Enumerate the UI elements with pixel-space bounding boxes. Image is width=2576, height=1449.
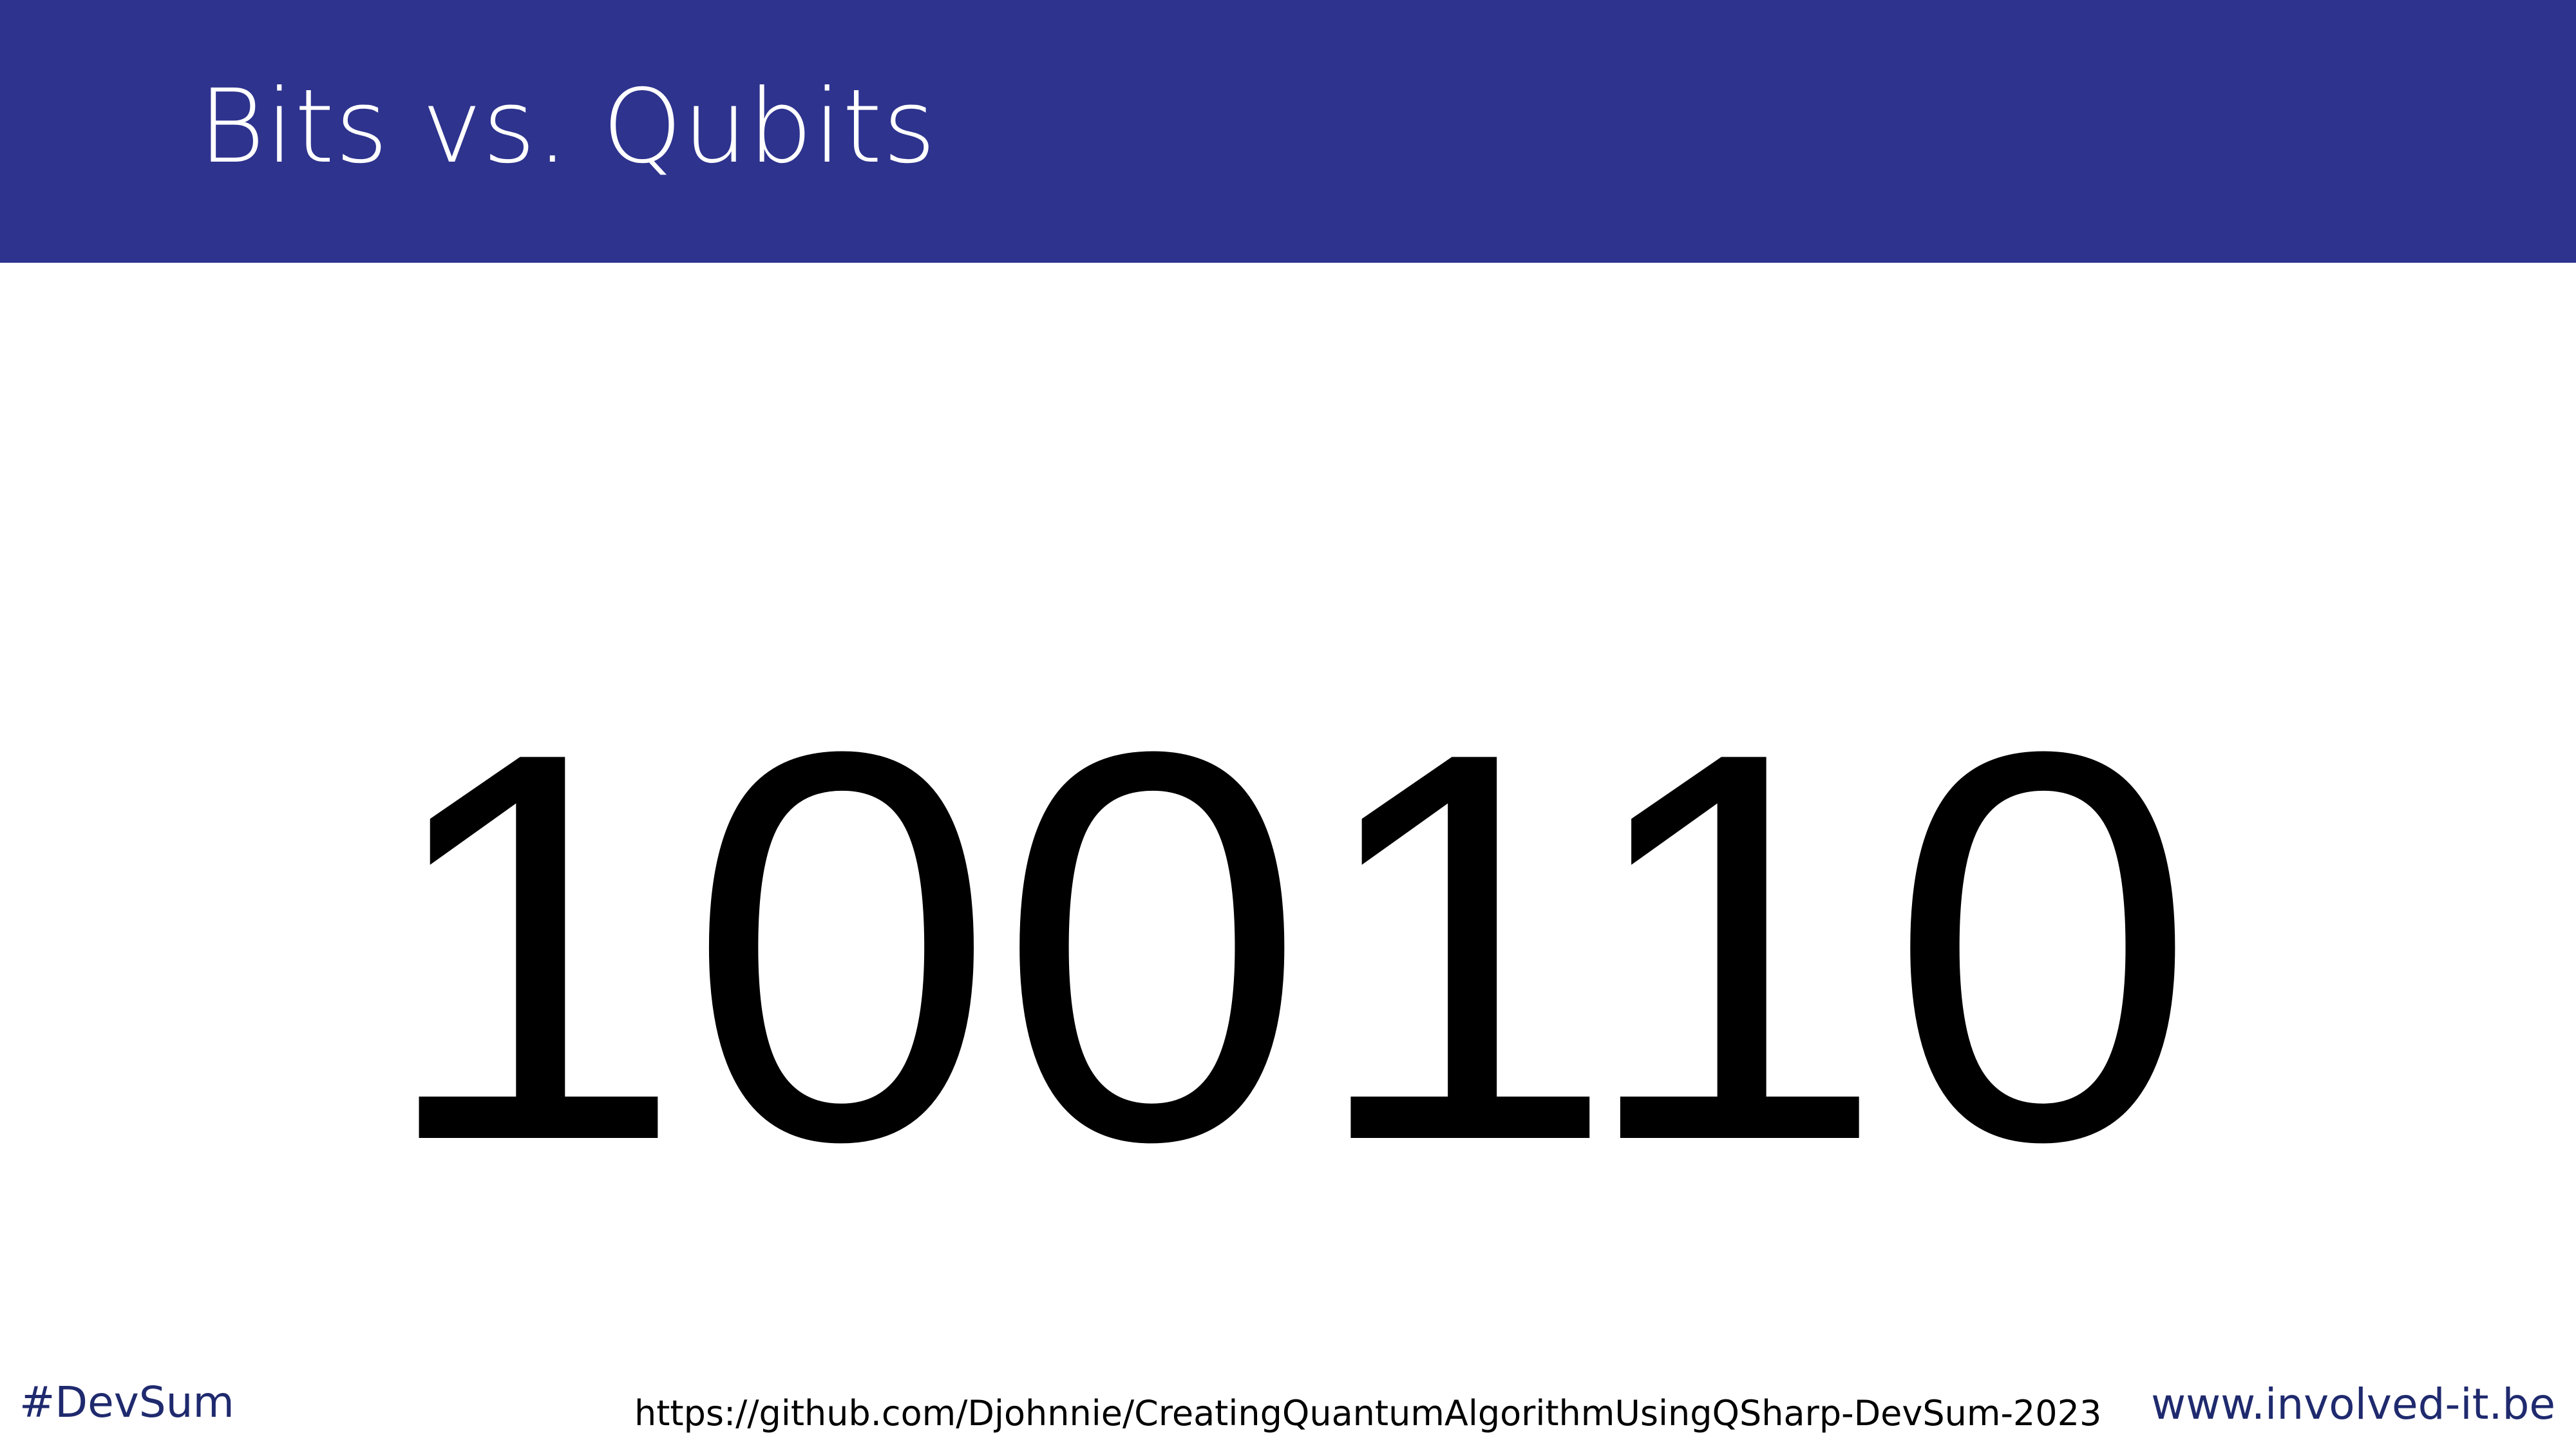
footer-repo-url: https://github.com/Djohnnie/CreatingQuan… [634, 1393, 2102, 1434]
footer-website: www.involved-it.be [2151, 1379, 2555, 1429]
title-bar: Bits vs. Qubits [0, 0, 2576, 263]
footer-hashtag: #DevSum [19, 1378, 234, 1427]
binary-number: 100110 [377, 637, 2199, 1256]
slide-title: Bits vs. Qubits [198, 68, 937, 186]
